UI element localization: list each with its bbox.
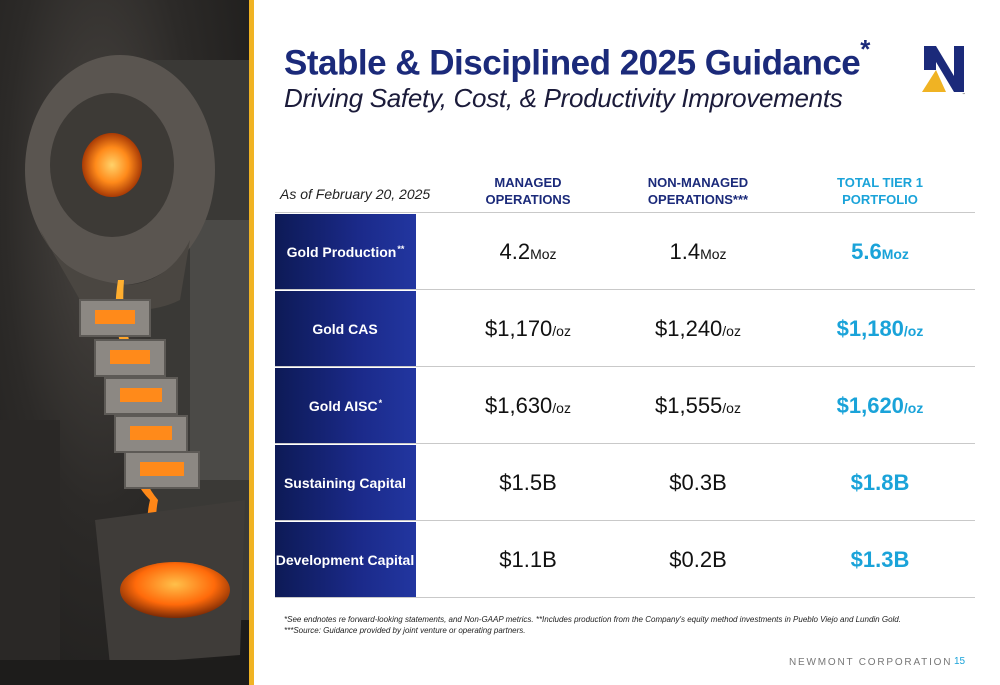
logo-trademark: ™ <box>962 92 966 96</box>
column-header-line: OPERATIONS*** <box>647 192 749 207</box>
cell-managed: $1.5B <box>443 444 613 521</box>
cell-unit: /oz <box>722 323 741 339</box>
cell-unit: /oz <box>903 323 924 339</box>
cell-managed: 4.2 Moz <box>443 213 613 290</box>
cell-value: 1.4 <box>669 238 701 264</box>
cell-total: $1,180/oz <box>795 290 965 367</box>
cell-non-managed: $1,555/oz <box>613 367 783 444</box>
cell-value: $1.1B <box>499 546 557 572</box>
cell-value: $1,630 <box>485 392 553 418</box>
cell-value: $0.3B <box>669 469 727 495</box>
cell-managed: $1.1B <box>443 521 613 598</box>
cell-value: $1.5B <box>499 469 557 495</box>
column-header-line: TOTAL TIER 1 <box>837 175 923 190</box>
cell-value: $1.3B <box>850 546 910 572</box>
cell-total: 5.6 Moz <box>795 213 965 290</box>
column-header-total: TOTAL TIER 1 PORTFOLIO <box>795 174 965 208</box>
row-label-text: Development Capital <box>275 551 415 568</box>
cell-unit: /oz <box>552 323 571 339</box>
row-label-text: Gold AISC <box>308 397 378 414</box>
page-title: Stable & Disciplined 2025 Guidance* <box>284 34 870 84</box>
row-label: Gold AISC * <box>275 368 416 443</box>
cell-value: $1,170 <box>485 315 553 341</box>
table-row-sustaining-capital: Sustaining Capital $1.5B $0.3B $1.8B <box>275 443 975 521</box>
column-header-line: OPERATIONS <box>485 192 571 207</box>
cell-managed: $1,630/oz <box>443 367 613 444</box>
cell-value: $1.8B <box>850 469 910 495</box>
footer-company-name: NEWMONT CORPORATION <box>789 657 953 668</box>
table-bottom-rule <box>275 597 975 598</box>
cell-value: $1,620 <box>836 392 904 418</box>
title-text: Stable & Disciplined 2025 Guidance <box>284 43 861 83</box>
footnote: *See endnotes re forward-looking stateme… <box>284 614 964 636</box>
row-label-mark: * <box>378 397 383 408</box>
cell-unit: /oz <box>552 400 571 416</box>
cell-unit: Moz <box>881 246 909 262</box>
cell-total: $1,620/oz <box>795 367 965 444</box>
gold-divider <box>249 0 254 685</box>
cell-unit: Moz <box>530 246 557 262</box>
table-row-gold-cas: Gold CAS $1,170/oz $1,240/oz $1,180/oz <box>275 289 975 367</box>
cell-value: 4.2 <box>499 238 531 264</box>
footnote-line: *See endnotes re forward-looking stateme… <box>284 615 901 624</box>
column-header-managed: MANAGED OPERATIONS <box>443 174 613 208</box>
row-label-text: Gold CAS <box>312 320 378 337</box>
newmont-n-logo-icon: ™ <box>922 46 966 96</box>
row-label: Development Capital <box>275 522 416 597</box>
table-row-gold-aisc: Gold AISC * $1,630/oz $1,555/oz $1,620/oz <box>275 366 975 444</box>
cell-value: 5.6 <box>851 238 882 264</box>
column-header-non-managed: NON-MANAGED OPERATIONS*** <box>613 174 783 208</box>
column-header-line: NON-MANAGED <box>647 175 749 190</box>
row-label: Gold CAS <box>275 291 416 366</box>
cell-unit: /oz <box>722 400 741 416</box>
row-label: Gold Production ** <box>275 214 416 289</box>
footnote-line: ***Source: Guidance provided by joint ve… <box>284 626 526 635</box>
page-subtitle: Driving Safety, Cost, & Productivity Imp… <box>284 83 843 113</box>
as-of-date: As of February 20, 2025 <box>280 186 431 202</box>
gold-pour-illustration <box>0 55 249 685</box>
title-footnote-mark: * <box>860 34 870 64</box>
cell-value: $0.2B <box>669 546 727 572</box>
column-header-line: PORTFOLIO <box>842 192 918 207</box>
cell-total: $1.3B <box>795 521 965 598</box>
cell-unit: Moz <box>700 246 727 262</box>
cell-value: $1,240 <box>655 315 723 341</box>
cell-value: $1,555 <box>655 392 723 418</box>
cell-non-managed: $0.3B <box>613 444 783 521</box>
row-label: Sustaining Capital <box>275 445 416 520</box>
row-label-mark: ** <box>397 243 405 254</box>
row-label-text: Gold Production <box>286 243 397 260</box>
cell-total: $1.8B <box>795 444 965 521</box>
cell-non-managed: $1,240/oz <box>613 290 783 367</box>
table-row-gold-production: Gold Production ** 4.2 Moz 1.4 Moz 5.6 Moz <box>275 212 975 290</box>
cell-value: $1,180 <box>836 315 904 341</box>
table-row-development-capital: Development Capital $1.1B $0.2B $1.3B <box>275 520 975 598</box>
cell-managed: $1,170/oz <box>443 290 613 367</box>
page-number: 15 <box>954 656 966 667</box>
cell-unit: /oz <box>903 400 924 416</box>
cell-non-managed: 1.4 Moz <box>613 213 783 290</box>
gold-pour-photo <box>0 0 249 685</box>
cell-non-managed: $0.2B <box>613 521 783 598</box>
column-header-line: MANAGED <box>494 175 562 190</box>
row-label-text: Sustaining Capital <box>283 474 407 491</box>
